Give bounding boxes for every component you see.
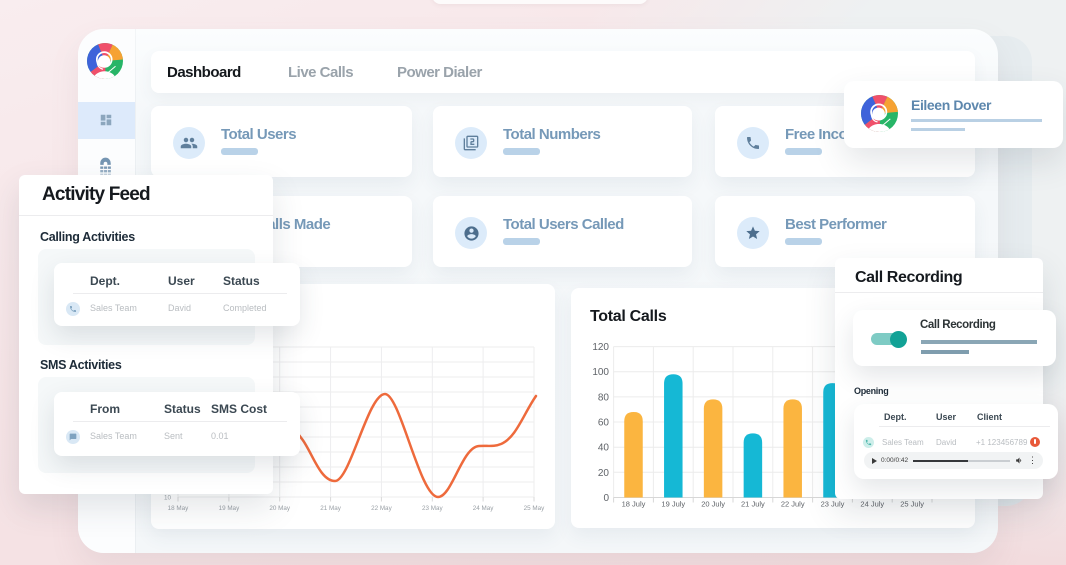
- svg-text:25 July: 25 July: [900, 500, 924, 509]
- svg-text:80: 80: [598, 392, 610, 403]
- svg-text:0: 0: [603, 493, 609, 504]
- svg-text:100: 100: [592, 367, 609, 378]
- svg-text:21 July: 21 July: [741, 500, 765, 509]
- svg-text:24 July: 24 July: [860, 500, 884, 509]
- svg-text:24 May: 24 May: [473, 505, 495, 512]
- svg-text:20: 20: [598, 468, 610, 479]
- svg-text:23 July: 23 July: [821, 500, 845, 509]
- svg-text:21 May: 21 May: [320, 505, 342, 512]
- svg-text:19 July: 19 July: [661, 500, 685, 509]
- svg-text:23 May: 23 May: [422, 505, 444, 512]
- svg-text:22 July: 22 July: [781, 500, 805, 509]
- svg-text:20 July: 20 July: [701, 500, 725, 509]
- svg-text:18 May: 18 May: [168, 505, 190, 512]
- svg-text:22 May: 22 May: [371, 505, 393, 512]
- svg-text:20 May: 20 May: [269, 505, 291, 512]
- svg-text:120: 120: [592, 342, 609, 353]
- svg-text:60: 60: [598, 417, 610, 428]
- svg-text:18 July: 18 July: [622, 500, 646, 509]
- svg-text:40: 40: [598, 443, 610, 454]
- svg-text:10: 10: [164, 495, 172, 502]
- svg-text:19 May: 19 May: [219, 505, 241, 512]
- svg-text:25 May: 25 May: [524, 505, 546, 512]
